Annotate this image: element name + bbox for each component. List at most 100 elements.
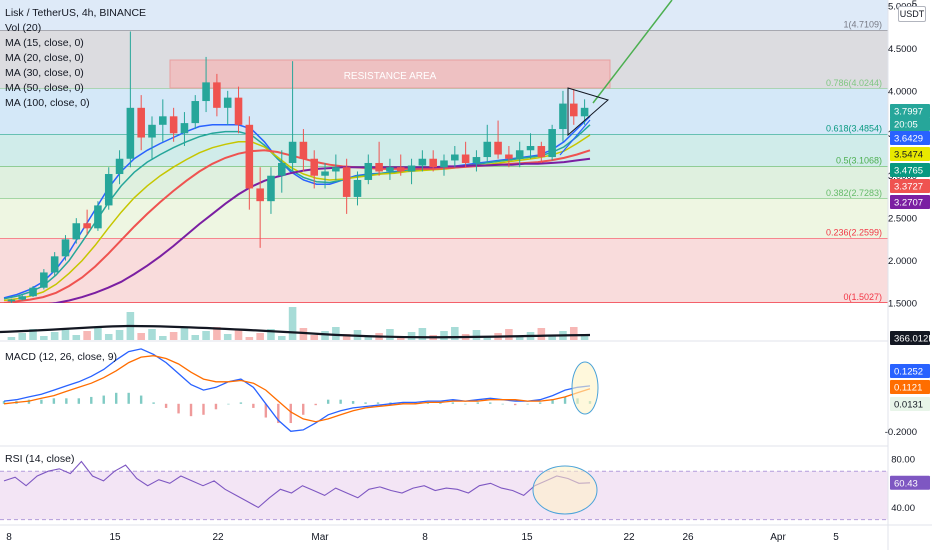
candle-body	[483, 141, 492, 158]
macd-signal-tag: 0.1121	[894, 383, 922, 394]
breakout-line	[559, 119, 591, 156]
macd-histogram-bar	[563, 396, 567, 404]
macd-histogram-bar	[513, 403, 517, 406]
volume-bar	[440, 331, 448, 340]
price-tick-label: 1.5000	[888, 299, 917, 310]
price-tag-ma50-bg	[890, 179, 930, 193]
volume-bar	[223, 334, 232, 340]
candle-body	[191, 101, 200, 124]
price-tag-ma15: 3.6429	[894, 134, 923, 145]
candle-body	[332, 167, 340, 172]
volume-bar	[104, 334, 113, 340]
macd-histogram-bar	[115, 392, 118, 404]
candle-body	[277, 162, 286, 176]
rsi-line	[3, 460, 591, 509]
macd-histogram-bar	[40, 399, 43, 404]
candle-body	[342, 167, 351, 197]
volume-bar	[483, 337, 492, 340]
candle-body	[559, 103, 567, 130]
macd-histogram-bar	[189, 403, 193, 417]
triangle-pattern	[567, 87, 610, 137]
price-tag-ma20: 3.4765	[894, 166, 923, 177]
price-tag-ma30-bg	[890, 147, 930, 161]
indicator-ma50[interactable]: MA (50, close, 0)	[5, 82, 84, 94]
candle-body	[115, 158, 124, 175]
macd-histogram-bar	[501, 403, 504, 405]
candle-body	[94, 205, 102, 229]
volume-bar	[386, 329, 394, 340]
macd-histogram-bar	[451, 402, 455, 404]
macd-highlight	[571, 361, 599, 415]
candle-body	[548, 129, 556, 158]
volume-bar	[18, 333, 27, 340]
rsi-band	[0, 471, 888, 520]
candle-body	[245, 124, 254, 189]
macd-pane-label[interactable]: MACD (12, 26, close, 9)	[5, 351, 118, 363]
macd-histogram-bar	[127, 392, 130, 404]
macd-signal-line	[3, 355, 591, 423]
volume-bar	[472, 330, 481, 340]
candle-body	[451, 154, 459, 161]
candle-body	[569, 103, 578, 117]
candle-body	[169, 116, 178, 134]
candle-body	[515, 150, 524, 159]
indicator-ma100[interactable]: MA (100, close, 0)	[5, 97, 90, 109]
volume-bar	[234, 330, 243, 340]
candle-body	[396, 167, 405, 172]
macd-histogram-bar	[464, 403, 467, 405]
macd-histogram-bar	[90, 396, 93, 404]
volume-bar	[451, 327, 459, 340]
macd-histogram-bar	[302, 403, 305, 415]
volume-bar	[94, 327, 102, 340]
candle-body	[50, 256, 59, 273]
indicator-ma20[interactable]: MA (20, close, 0)	[5, 52, 84, 64]
volume-bar	[213, 327, 221, 340]
candle-body	[267, 175, 275, 202]
indicator-ma15[interactable]: MA (15, close, 0)	[5, 37, 84, 49]
volume-bar	[505, 329, 513, 340]
indicator-ma30[interactable]: MA (30, close, 0)	[5, 67, 84, 79]
candle-body	[288, 141, 297, 163]
price-tag-ma50: 3.3727	[894, 182, 923, 193]
price-tick-label: 2.5000	[888, 214, 917, 225]
macd-histogram-bar	[102, 395, 105, 404]
volume-bar	[245, 337, 254, 340]
volume-bar	[50, 332, 59, 340]
time-tick-label: 8	[422, 532, 428, 543]
volume-bar	[191, 335, 200, 340]
macd-histogram-bar	[401, 402, 405, 404]
rsi-pane-label[interactable]: RSI (14, close)	[5, 453, 75, 465]
candle-body	[180, 123, 189, 134]
candle-body	[526, 146, 535, 151]
price-tick-label: 4.0000	[888, 86, 917, 97]
price-axis	[888, 0, 932, 550]
macd-histogram-bar	[2, 401, 6, 404]
macd-hist-tag: 0.0131	[894, 400, 923, 411]
moving-average-line	[3, 157, 591, 311]
macd-histogram-bar	[476, 402, 479, 404]
fib-level-label: 0.236(2.2599)	[826, 228, 882, 238]
macd-tag-bg	[890, 364, 930, 378]
macd-histogram-bar	[551, 399, 554, 404]
macd-histogram-bar	[52, 398, 56, 404]
volume-bar	[256, 333, 264, 340]
price-tag-last: 3.7997	[894, 107, 923, 118]
price-tick-label-top: 5	[912, 0, 917, 10]
candle-body	[256, 188, 264, 202]
candle-body	[580, 107, 589, 117]
volume-bar	[148, 329, 156, 340]
volume-bar	[7, 337, 16, 340]
macd-tick-label: -0.2000	[885, 427, 917, 438]
volume-bar	[580, 334, 589, 340]
macd-histogram-bar	[202, 403, 205, 415]
volume-bar	[137, 333, 145, 340]
currency-badge[interactable]: USDT	[898, 6, 926, 22]
macd-histogram-bar	[289, 403, 292, 424]
macd-histogram-bar	[489, 402, 492, 404]
resistance-area	[169, 59, 611, 89]
fib-zone-top	[0, 0, 888, 31]
indicator-volume[interactable]: Vol (20)	[5, 22, 42, 34]
candle-body	[494, 141, 502, 155]
fib-level-label: 0.786(4.0244)	[826, 78, 882, 88]
